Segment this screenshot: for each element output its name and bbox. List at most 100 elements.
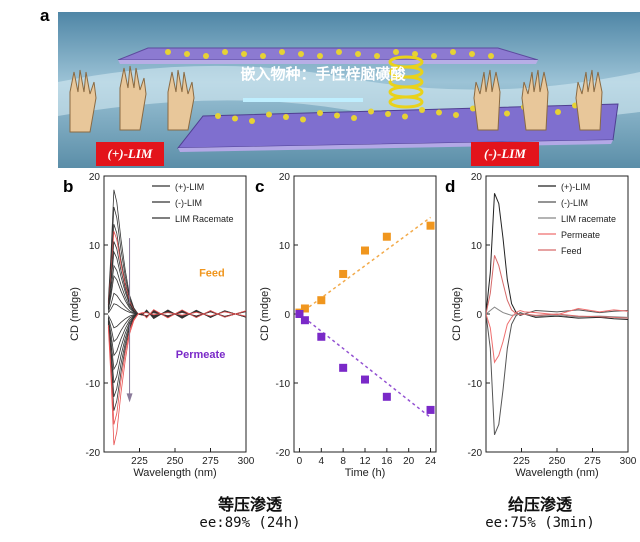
molecule-dot bbox=[374, 53, 380, 59]
chart-d-legend-label: Feed bbox=[561, 246, 582, 256]
chart-b-ytick-label: 0 bbox=[94, 310, 100, 321]
chart-c-data-point bbox=[317, 296, 326, 305]
intercalated-molecules-top bbox=[165, 49, 494, 59]
molecule-dot bbox=[336, 49, 342, 55]
molecule-dot bbox=[317, 110, 323, 116]
chart-d-xtick-label: 225 bbox=[513, 456, 530, 467]
chart-d-ytick-label: -10 bbox=[468, 379, 483, 390]
left-caption-title: 等压渗透 bbox=[217, 495, 282, 514]
chart-b-xlabel: Wavelength (nm) bbox=[133, 467, 216, 479]
molecule-dot bbox=[300, 116, 306, 123]
chart-b-arrowhead-icon bbox=[126, 393, 133, 403]
cd-spectra-chart-d: -20 -10 0 10 20 225 250 275 300 Wavelength (nm) CD… bbox=[451, 172, 637, 479]
chart-c-data-point bbox=[339, 269, 348, 278]
chart-c-trendline bbox=[298, 313, 432, 419]
molecule-dot bbox=[453, 112, 459, 118]
chart-c-ytick-label: 10 bbox=[279, 241, 291, 252]
chart-c-data-point bbox=[361, 375, 369, 384]
left-caption-ee: ee:89% (24h) bbox=[199, 515, 301, 531]
panel-letter-c: c bbox=[255, 177, 265, 196]
molecule-dot bbox=[232, 115, 238, 122]
molecule-dot bbox=[203, 53, 209, 59]
chart-b-ytick-label: -10 bbox=[86, 379, 101, 390]
chart-c-data-point bbox=[426, 405, 435, 414]
chart-c-ytick-label: 0 bbox=[284, 310, 290, 321]
panel-letter-d: d bbox=[445, 177, 456, 196]
chart-b-feed-annotation: Feed bbox=[199, 268, 225, 280]
chart-c-data-point bbox=[317, 332, 326, 341]
chart-c-data-point bbox=[382, 232, 391, 241]
molecule-dot bbox=[351, 115, 357, 121]
chart-b-ytick-label: 20 bbox=[89, 172, 101, 183]
right-caption-title: 给压渗透 bbox=[507, 495, 572, 514]
hand-icons-left bbox=[69, 65, 195, 133]
chart-c-ytick-label: -10 bbox=[276, 379, 291, 390]
hand-icons-right bbox=[473, 69, 603, 131]
molecule-dot bbox=[450, 49, 456, 55]
molecule-dot bbox=[279, 49, 285, 55]
chart-d-ytick-label: 20 bbox=[471, 172, 483, 183]
chart-c-data-point bbox=[300, 304, 309, 313]
chart-c-data-point bbox=[382, 392, 391, 401]
molecule-dot bbox=[165, 49, 171, 55]
molecule-dot bbox=[470, 105, 476, 112]
chart-d-legend-label: LIM racemate bbox=[561, 214, 616, 224]
molecule-dot bbox=[222, 49, 228, 55]
molecule-dot bbox=[555, 109, 561, 115]
molecule-dot bbox=[402, 113, 408, 120]
chart-b-legend-label: (-)-LIM bbox=[175, 198, 202, 208]
chart-c-xtick-label: 24 bbox=[425, 456, 437, 467]
molecule-dot bbox=[504, 110, 510, 117]
molecule-dot bbox=[317, 53, 323, 59]
chart-b-ylabel: CD (mdge) bbox=[69, 287, 81, 341]
chart-b-legend-label: (+)-LIM bbox=[175, 182, 204, 192]
chart-b-curves bbox=[107, 189, 246, 446]
right-caption-ee: ee:75% (3min) bbox=[485, 515, 595, 531]
left-enantiomer-tag: (+)-LIM bbox=[96, 142, 164, 166]
chart-c-ytick-label: 20 bbox=[279, 172, 291, 183]
chart-d-ytick-label: 10 bbox=[471, 241, 483, 252]
molecule-dot bbox=[260, 53, 266, 59]
chart-d-series-line bbox=[486, 255, 628, 319]
cd-time-chart-c: -20 -10 0 10 20 0 4 8 12 16 20 24 Time (h) CD (mdge) bbox=[259, 172, 437, 479]
chart-c-xtick-label: 16 bbox=[381, 456, 393, 467]
molecule-dot bbox=[283, 114, 289, 120]
chart-c-xtick-label: 4 bbox=[319, 456, 325, 467]
molecule-dot bbox=[393, 49, 399, 55]
panel-letter-b: b bbox=[63, 177, 74, 196]
molecule-dot bbox=[412, 51, 418, 57]
molecule-dot bbox=[298, 51, 304, 57]
molecule-dot bbox=[469, 51, 475, 57]
chart-c-data-point bbox=[295, 310, 304, 318]
chart-c-data-point bbox=[426, 221, 435, 230]
molecule-dot bbox=[436, 109, 442, 116]
chart-d-ytick-label: -20 bbox=[468, 448, 483, 459]
chart-c-xtick-label: 8 bbox=[340, 456, 346, 467]
molecule-dot bbox=[488, 53, 494, 59]
chart-b-xtick-label: 300 bbox=[238, 456, 254, 467]
chart-b-series-line bbox=[107, 311, 246, 446]
chart-c-xtick-label: 12 bbox=[359, 456, 371, 467]
chart-b-xtick-label: 275 bbox=[202, 456, 219, 467]
chart-b-ytick-label: 10 bbox=[89, 241, 101, 252]
chart-d-ytick-label: 0 bbox=[476, 310, 482, 321]
chart-c-xtick-label: 0 bbox=[297, 456, 303, 467]
chart-b-legend-label: LIM Racemate bbox=[175, 214, 234, 224]
molecule-dot bbox=[184, 51, 190, 57]
molecule-dot bbox=[419, 107, 425, 113]
chart-d-xtick-label: 250 bbox=[549, 456, 566, 467]
chart-d-xlabel: Wavelength (nm) bbox=[515, 467, 598, 479]
chart-b-xtick-label: 250 bbox=[167, 456, 184, 467]
chart-d-legend-label: (-)-LIM bbox=[561, 198, 588, 208]
chart-d-legend-label: (+)-LIM bbox=[561, 182, 590, 192]
molecule-dot bbox=[334, 112, 340, 119]
chart-c-data-point bbox=[339, 363, 348, 372]
chart-b-ytick-label: -20 bbox=[86, 448, 101, 459]
chart-c-xtick-label: 20 bbox=[403, 456, 415, 467]
molecule-dot bbox=[215, 113, 221, 119]
chart-b-xtick-label: 225 bbox=[131, 456, 148, 467]
molecule-dot bbox=[355, 51, 361, 57]
molecule-dot bbox=[241, 51, 247, 57]
chart-c-data-point bbox=[361, 246, 369, 255]
chart-d-ylabel: CD (mdge) bbox=[451, 287, 463, 341]
